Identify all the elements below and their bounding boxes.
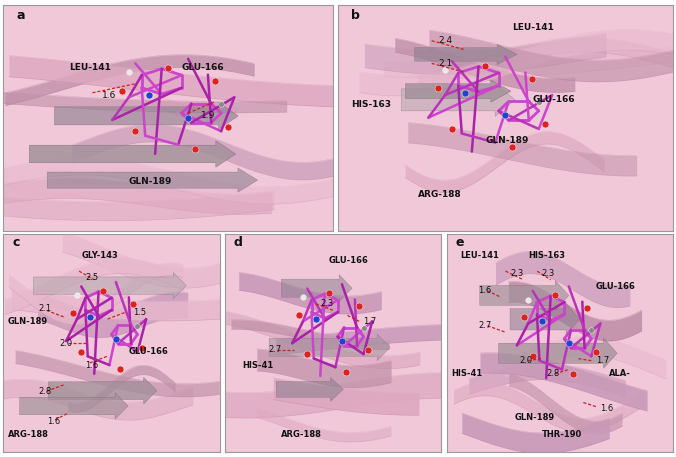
Text: 2.7: 2.7	[479, 321, 491, 330]
Text: LEU-141: LEU-141	[512, 23, 554, 32]
Text: 2.0: 2.0	[59, 339, 73, 348]
Text: 1.7: 1.7	[364, 317, 377, 326]
FancyArrow shape	[47, 168, 258, 192]
FancyArrow shape	[29, 141, 236, 167]
Text: HIS-163: HIS-163	[528, 251, 565, 260]
Text: 2.5: 2.5	[86, 273, 99, 282]
Text: 2.7: 2.7	[268, 345, 282, 354]
FancyArrow shape	[414, 44, 517, 64]
Text: ARG-188: ARG-188	[418, 190, 462, 199]
FancyArrow shape	[54, 102, 238, 129]
Text: 2.3: 2.3	[510, 269, 523, 278]
FancyArrow shape	[499, 338, 617, 368]
Text: 1.6: 1.6	[102, 90, 117, 100]
Text: LEU-141: LEU-141	[70, 64, 112, 72]
Text: 1.9: 1.9	[201, 111, 216, 120]
Text: ARG-188: ARG-188	[281, 430, 322, 440]
Text: 1.6: 1.6	[479, 286, 491, 295]
Text: 2.3: 2.3	[541, 269, 555, 278]
Text: 2.3: 2.3	[320, 299, 333, 308]
Text: HIS-163: HIS-163	[352, 100, 391, 109]
Text: GLU-166: GLU-166	[182, 64, 224, 72]
Text: ARG-188: ARG-188	[7, 430, 49, 440]
Text: 1.6: 1.6	[600, 404, 614, 413]
FancyArrow shape	[402, 83, 515, 117]
Text: 1.6: 1.6	[86, 361, 99, 370]
FancyArrow shape	[276, 377, 343, 401]
FancyArrow shape	[269, 334, 390, 361]
Text: 2.8: 2.8	[546, 369, 560, 378]
Text: 2.0: 2.0	[519, 356, 532, 365]
Text: 1.6: 1.6	[47, 417, 60, 426]
Text: 1.5: 1.5	[133, 308, 146, 317]
Text: GLN-189: GLN-189	[7, 317, 48, 326]
Text: 1.7: 1.7	[596, 356, 609, 365]
Text: THR-190: THR-190	[541, 430, 582, 440]
Text: a: a	[17, 10, 25, 22]
FancyArrow shape	[510, 303, 579, 335]
Text: GLU-166: GLU-166	[532, 95, 575, 104]
Text: c: c	[12, 236, 20, 249]
FancyArrow shape	[406, 80, 511, 102]
Text: GLN-189: GLN-189	[485, 136, 529, 145]
FancyArrow shape	[480, 281, 569, 310]
Text: GLU-166: GLU-166	[129, 347, 169, 356]
Text: LEU-141: LEU-141	[460, 251, 500, 260]
FancyArrow shape	[49, 377, 157, 404]
Text: b: b	[352, 10, 360, 22]
Text: 2.4: 2.4	[438, 36, 452, 45]
Text: 2.1: 2.1	[438, 59, 453, 68]
Text: e: e	[456, 236, 464, 249]
Text: GLU-166: GLU-166	[329, 256, 369, 265]
Text: GLY-143: GLY-143	[81, 251, 118, 260]
Text: d: d	[234, 236, 243, 249]
Text: 2.8: 2.8	[38, 387, 51, 396]
Text: 2.1: 2.1	[38, 304, 51, 313]
FancyArrow shape	[34, 273, 186, 298]
Text: GLN-189: GLN-189	[514, 413, 555, 422]
Text: ALA-: ALA-	[609, 369, 631, 378]
FancyArrow shape	[281, 275, 352, 302]
Text: GLU-166: GLU-166	[596, 282, 635, 291]
FancyArrow shape	[20, 393, 128, 419]
Text: HIS-41: HIS-41	[452, 369, 483, 378]
Text: HIS-41: HIS-41	[243, 361, 274, 370]
Text: GLN-189: GLN-189	[128, 176, 172, 186]
